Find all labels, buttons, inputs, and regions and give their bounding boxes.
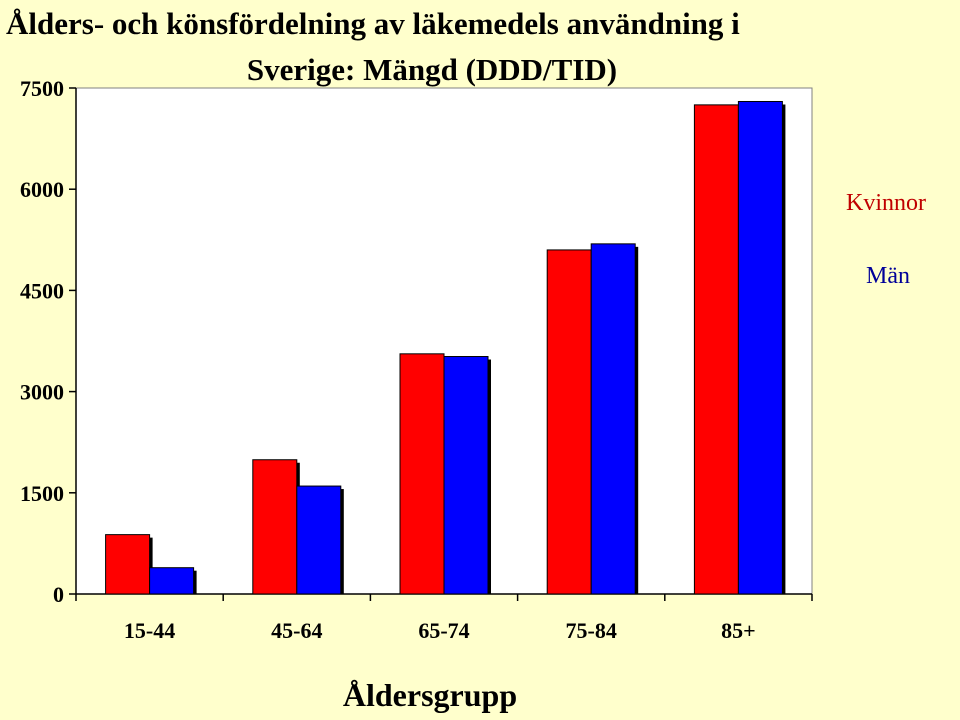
y-tick-label: 0 <box>53 582 64 607</box>
legend-item-kvinnor: Kvinnor <box>846 190 926 216</box>
bar-man-1 <box>296 485 342 595</box>
bar-man-0 <box>149 567 195 595</box>
x-axis-label: Åldersgrupp <box>343 677 517 713</box>
chart-title-line-1: Ålders- och könsfördelning av läkemedels… <box>6 6 740 41</box>
x-tick-label: 65-74 <box>418 618 469 643</box>
bar-man-4 <box>737 100 783 595</box>
bar-kvinnor-1 <box>252 459 298 595</box>
chart-title-line-2: Sverige: Mängd (DDD/TID) <box>247 52 617 87</box>
x-tick-label: 15-44 <box>124 618 175 643</box>
bar-kvinnor-0 <box>105 534 151 595</box>
x-tick-label: 75-84 <box>566 618 617 643</box>
y-tick-label: 7500 <box>20 76 64 101</box>
bar-kvinnor-2 <box>399 353 445 595</box>
bar-man-3 <box>590 243 636 595</box>
y-tick-label: 4500 <box>20 278 64 303</box>
legend: Kvinnor Män <box>846 190 926 289</box>
y-tick-label: 1500 <box>20 481 64 506</box>
legend-item-man: Män <box>866 263 910 289</box>
plot-area <box>75 87 813 595</box>
bar-man-2 <box>443 356 489 595</box>
x-tick-label: 85+ <box>721 618 756 643</box>
bar-kvinnor-3 <box>546 249 592 595</box>
y-tick-label: 6000 <box>20 177 64 202</box>
y-axis-tick-labels: 0 1500 3000 4500 6000 7500 <box>20 76 76 607</box>
bar-kvinnor-4 <box>693 104 739 595</box>
y-tick-label: 3000 <box>20 380 64 405</box>
x-axis-tick-labels: 15-44 45-64 65-74 75-84 85+ <box>75 594 813 643</box>
x-tick-label: 45-64 <box>271 618 322 643</box>
